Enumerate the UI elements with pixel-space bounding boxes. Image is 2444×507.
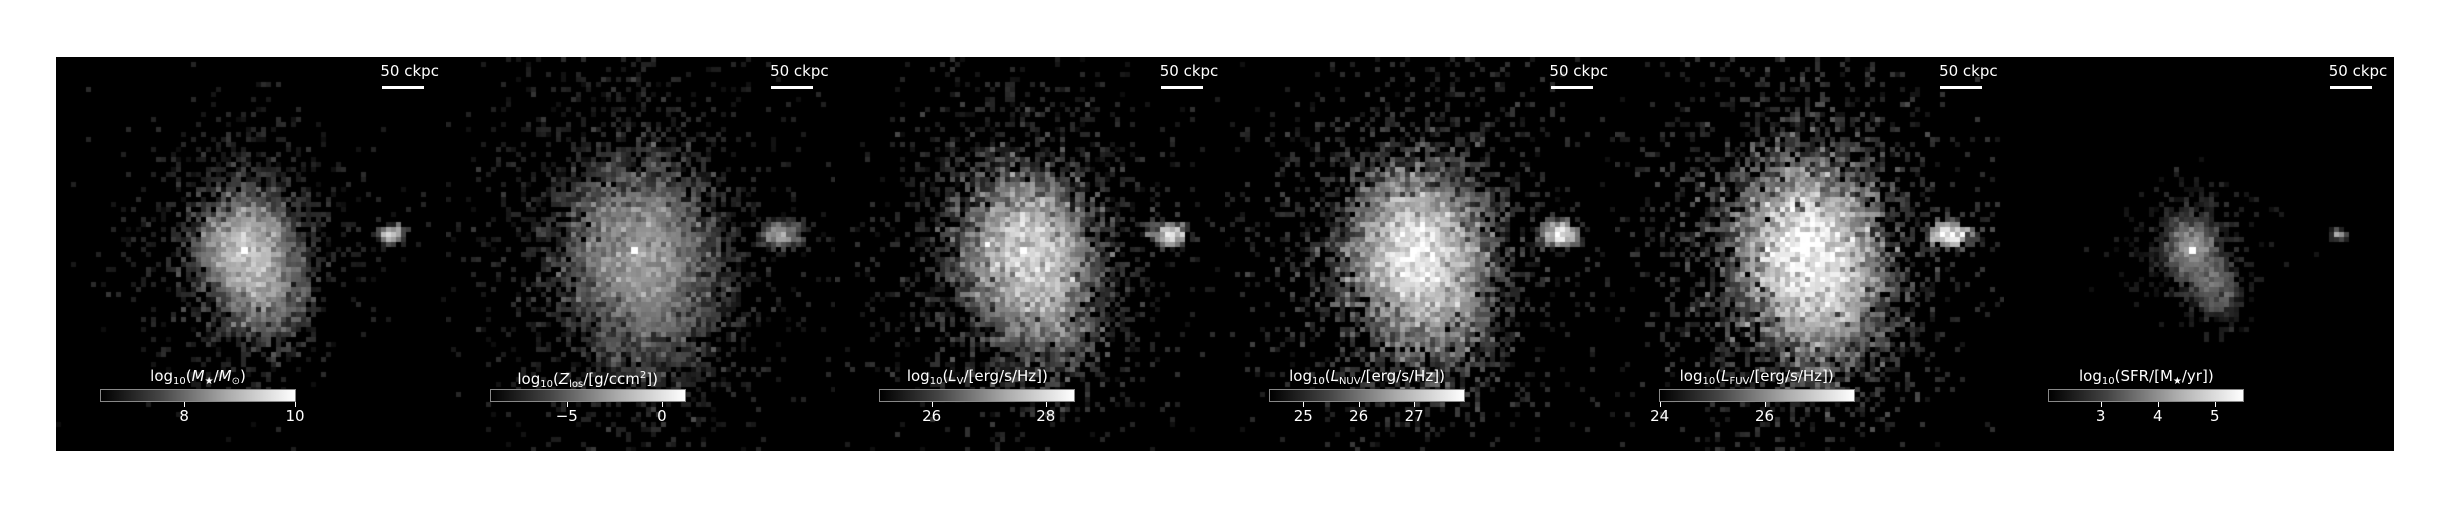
colorbar-tick-label: 25 bbox=[1293, 407, 1313, 425]
colorbar-tick-label: 0 bbox=[657, 407, 667, 425]
stellar-mass-map bbox=[56, 57, 446, 451]
scalebar-line bbox=[381, 86, 424, 89]
colorbar-label: log10(LFUV/[erg/s/Hz]) bbox=[1679, 367, 1834, 387]
colorbar-label: log10(M★/M⊙) bbox=[150, 367, 246, 387]
colorbar-tick bbox=[661, 402, 663, 407]
colorbar-tick-label: −5 bbox=[555, 407, 578, 425]
colorbar-tick bbox=[2214, 402, 2216, 407]
colorbar-tick-label: 5 bbox=[2210, 407, 2220, 425]
panel-metal-column: 50 ckpc log10(Zlos/[g/ccm2]) −5 0 bbox=[445, 57, 836, 451]
metal-column-map bbox=[445, 57, 836, 451]
colorbar-label: log10(LNUV/[erg/s/Hz]) bbox=[1289, 367, 1445, 387]
colorbar: log10(M★/M⊙) 8 10 bbox=[100, 367, 305, 437]
colorbar-tick-label: 24 bbox=[1650, 407, 1670, 425]
colorbar: log10(LV/[erg/s/Hz]) 26 28 bbox=[879, 367, 1076, 437]
panel-v-luminosity: 50 ckpc log10(LV/[erg/s/Hz]) 26 28 bbox=[835, 57, 1226, 451]
colorbar-tick bbox=[566, 402, 568, 407]
panel-sfr: 50 ckpc log10(SFR/[M★/yr]) 3 4 5 bbox=[2004, 57, 2395, 451]
colorbar-tick bbox=[2157, 402, 2159, 407]
colorbar-tick bbox=[1764, 402, 1766, 407]
colorbar-tick-label: 26 bbox=[922, 407, 942, 425]
colorbar-tick-label: 28 bbox=[1036, 407, 1056, 425]
scalebar-label: 50 ckpc bbox=[380, 62, 439, 80]
colorbar: log10(SFR/[M★/yr]) 3 4 5 bbox=[2048, 367, 2245, 437]
colorbar-tick bbox=[1045, 402, 1047, 407]
scalebar-label: 50 ckpc bbox=[770, 62, 829, 80]
nuv-luminosity-map bbox=[1225, 57, 1615, 451]
scalebar-line bbox=[1940, 86, 1983, 89]
colorbar-tick bbox=[2100, 402, 2102, 407]
scalebar-line bbox=[771, 86, 814, 89]
colorbar-gradient bbox=[2048, 389, 2245, 402]
colorbar: log10(LNUV/[erg/s/Hz]) 25 26 27 bbox=[1269, 367, 1466, 437]
colorbar-tick-label: 26 bbox=[1755, 407, 1775, 425]
colorbar-tick-label: 8 bbox=[179, 407, 189, 425]
scalebar-label: 50 ckpc bbox=[1939, 62, 1998, 80]
colorbar-tick bbox=[931, 402, 933, 407]
colorbar-tick-label: 27 bbox=[1404, 407, 1424, 425]
colorbar-tick-label: 4 bbox=[2152, 407, 2163, 425]
colorbar-tick-label: 3 bbox=[2095, 407, 2106, 425]
scalebar-line bbox=[1550, 86, 1593, 89]
colorbar-tick bbox=[1303, 402, 1305, 407]
v-luminosity-map bbox=[835, 57, 1226, 451]
colorbar-tick-label: 26 bbox=[1349, 407, 1369, 425]
colorbar-tick bbox=[1659, 402, 1661, 407]
panel-fuv-luminosity: 50 ckpc log10(LFUV/[erg/s/Hz]) 24 26 bbox=[1614, 57, 2005, 451]
colorbar-tick bbox=[295, 402, 296, 407]
scalebar-line bbox=[1161, 86, 1204, 89]
scalebar-label: 50 ckpc bbox=[2328, 62, 2388, 80]
colorbar-tick bbox=[1358, 402, 1360, 407]
colorbar-label: log10(SFR/[M★/yr]) bbox=[2079, 367, 2214, 387]
colorbar-tick bbox=[1414, 402, 1416, 407]
panel-stellar-mass: 50 ckpc log10(M★/M⊙) 8 10 bbox=[56, 57, 446, 451]
colorbar-label: log10(Zlos/[g/ccm2]) bbox=[517, 370, 658, 390]
colorbar-tick-label: 10 bbox=[285, 407, 305, 425]
colorbar: log10(Zlos/[g/ccm2]) −5 0 bbox=[489, 367, 686, 437]
scalebar-label: 50 ckpc bbox=[1549, 62, 1608, 80]
colorbar: log10(LFUV/[erg/s/Hz]) 24 26 bbox=[1650, 367, 1855, 437]
sfr-map bbox=[2004, 57, 2395, 451]
colorbar-label: log10(LV/[erg/s/Hz]) bbox=[906, 367, 1048, 387]
scalebar-label: 50 ckpc bbox=[1159, 62, 1219, 80]
fuv-luminosity-map bbox=[1614, 57, 2005, 451]
image-strip: 50 ckpc log10(M★/M⊙) 8 10 50 ckpc log10(… bbox=[56, 57, 2395, 451]
colorbar-gradient bbox=[1269, 389, 1466, 402]
colorbar-gradient bbox=[1658, 389, 1855, 402]
colorbar-gradient bbox=[879, 389, 1076, 402]
colorbar-gradient bbox=[489, 389, 686, 402]
colorbar-gradient bbox=[100, 389, 296, 402]
panel-nuv-luminosity: 50 ckpc log10(LNUV/[erg/s/Hz]) 25 26 27 bbox=[1225, 57, 1615, 451]
scalebar-line bbox=[2330, 86, 2373, 89]
colorbar-tick bbox=[184, 402, 186, 407]
